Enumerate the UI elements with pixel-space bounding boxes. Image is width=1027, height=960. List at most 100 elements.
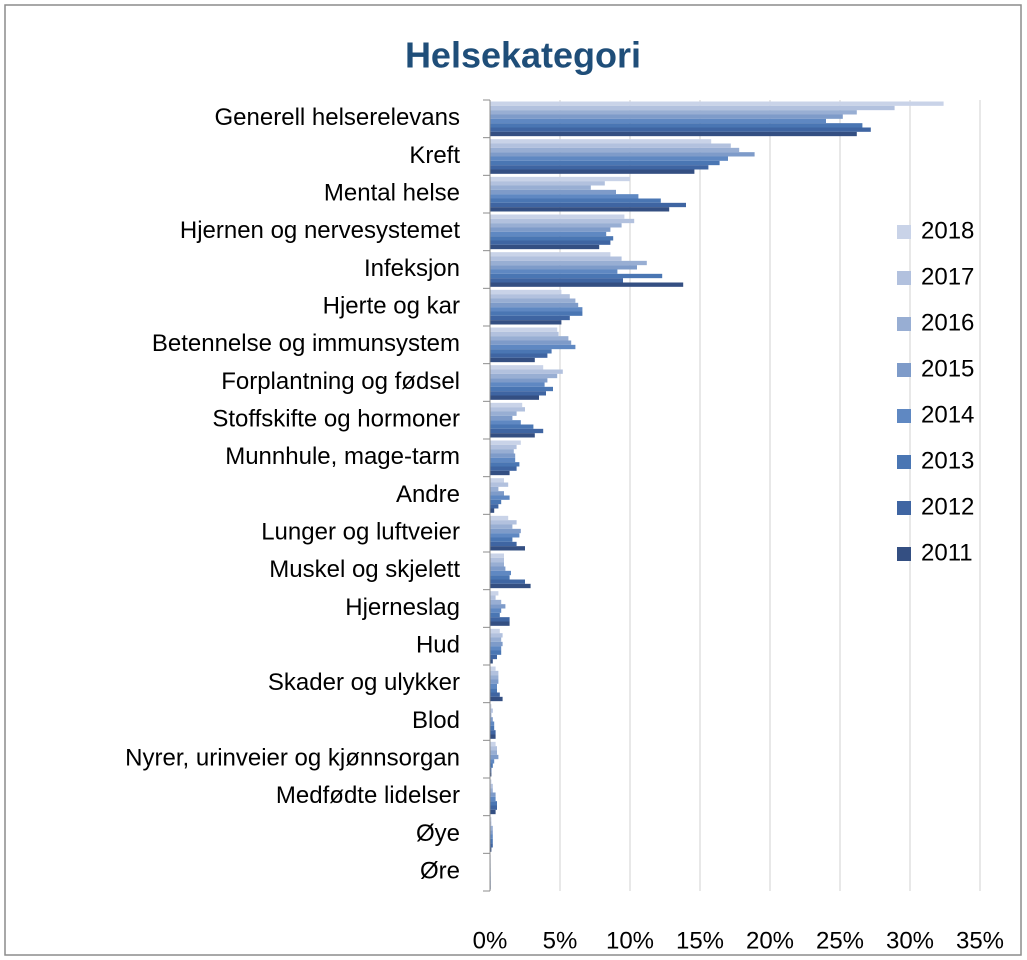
- bar: [490, 604, 506, 609]
- bar: [490, 420, 521, 425]
- bar: [490, 821, 492, 826]
- bar: [490, 591, 499, 596]
- y-tick-label: Øye: [416, 820, 460, 847]
- bar: [490, 666, 496, 671]
- bar: [490, 508, 495, 513]
- bar: [490, 315, 570, 321]
- bar: [490, 675, 499, 680]
- bar: [490, 411, 517, 416]
- legend-swatch: [897, 271, 911, 285]
- bar: [490, 557, 504, 563]
- bar: [490, 809, 496, 815]
- legend-swatch: [897, 225, 911, 239]
- bar: [490, 834, 493, 839]
- bar: [490, 165, 709, 170]
- bar: [490, 466, 517, 471]
- bar: [490, 608, 502, 613]
- x-tick-label: 10%: [606, 927, 654, 954]
- bar: [490, 482, 509, 487]
- y-tick-label: Forplantning og fødsel: [221, 368, 460, 395]
- bar: [490, 847, 492, 852]
- bar: [490, 633, 503, 638]
- x-tick-label: 0%: [473, 927, 508, 954]
- bar: [490, 617, 510, 622]
- bar: [490, 365, 544, 370]
- bar: [490, 424, 534, 429]
- bar: [490, 353, 548, 358]
- legend-swatch: [897, 317, 911, 331]
- bar: [490, 373, 558, 379]
- bar: [490, 143, 731, 148]
- bar: [490, 838, 493, 844]
- bar: [490, 240, 611, 245]
- bar: [490, 692, 500, 697]
- bar: [490, 721, 495, 726]
- bar: [490, 575, 510, 580]
- legend-label: 2016: [921, 309, 974, 336]
- bar: [490, 176, 630, 182]
- y-tick-label: Lunger og luftveier: [261, 519, 460, 546]
- x-tick-label: 20%: [746, 927, 794, 954]
- y-tick-label: Hjerneslag: [345, 594, 460, 621]
- bar: [490, 320, 562, 325]
- bar: [490, 139, 712, 144]
- bar: [490, 741, 496, 747]
- bar: [490, 198, 661, 203]
- legend-swatch: [897, 409, 911, 423]
- y-tick-label: Andre: [396, 481, 460, 508]
- bar: [490, 499, 502, 505]
- bar: [490, 515, 509, 521]
- bar: [490, 646, 502, 651]
- bar: [490, 382, 545, 387]
- bar: [490, 730, 496, 735]
- y-tick-label: Nyrer, urinveier og kjønnsorgan: [125, 745, 460, 772]
- legend-label: 2013: [921, 447, 974, 474]
- bar: [490, 537, 513, 542]
- bar: [490, 712, 492, 718]
- bar: [490, 369, 563, 374]
- legend-label: 2015: [921, 355, 974, 382]
- bar: [490, 440, 521, 445]
- y-tick-label: Hjerte og kar: [323, 293, 460, 320]
- x-tick-label: 35%: [956, 927, 1004, 954]
- bar: [490, 462, 520, 467]
- bar: [490, 783, 493, 789]
- bar: [490, 570, 511, 576]
- bar: [490, 278, 623, 283]
- bar: [490, 444, 517, 450]
- bar: [490, 223, 622, 228]
- y-tick-label: Skader og ulykker: [268, 669, 460, 696]
- bar: [490, 282, 684, 287]
- bar: [490, 214, 625, 219]
- y-tick-label: Stoffskifte og hormoner: [212, 406, 460, 433]
- bar: [490, 260, 647, 266]
- bar: [490, 491, 504, 496]
- x-tick-label: 5%: [543, 927, 578, 954]
- bar: [490, 105, 895, 111]
- bar: [490, 236, 614, 241]
- bar: [490, 202, 686, 208]
- bar: [490, 546, 525, 551]
- bar: [490, 386, 553, 392]
- bar: [490, 378, 548, 383]
- bar: [490, 231, 607, 237]
- bar: [490, 123, 863, 128]
- bar: [490, 495, 510, 500]
- bar: [490, 817, 492, 822]
- x-tick-label: 30%: [886, 927, 934, 954]
- bar: [490, 189, 616, 195]
- bar: [490, 156, 728, 161]
- bar: [490, 218, 635, 224]
- bar: [490, 746, 497, 751]
- bar: [490, 207, 670, 212]
- bar: [490, 357, 535, 363]
- y-tick-label: Blod: [412, 707, 460, 734]
- bar: [490, 349, 552, 354]
- bar: [490, 244, 600, 250]
- bar: [490, 805, 497, 810]
- bar: [490, 654, 497, 660]
- bar: [490, 265, 637, 270]
- bar: [490, 683, 497, 689]
- bar: [490, 843, 493, 848]
